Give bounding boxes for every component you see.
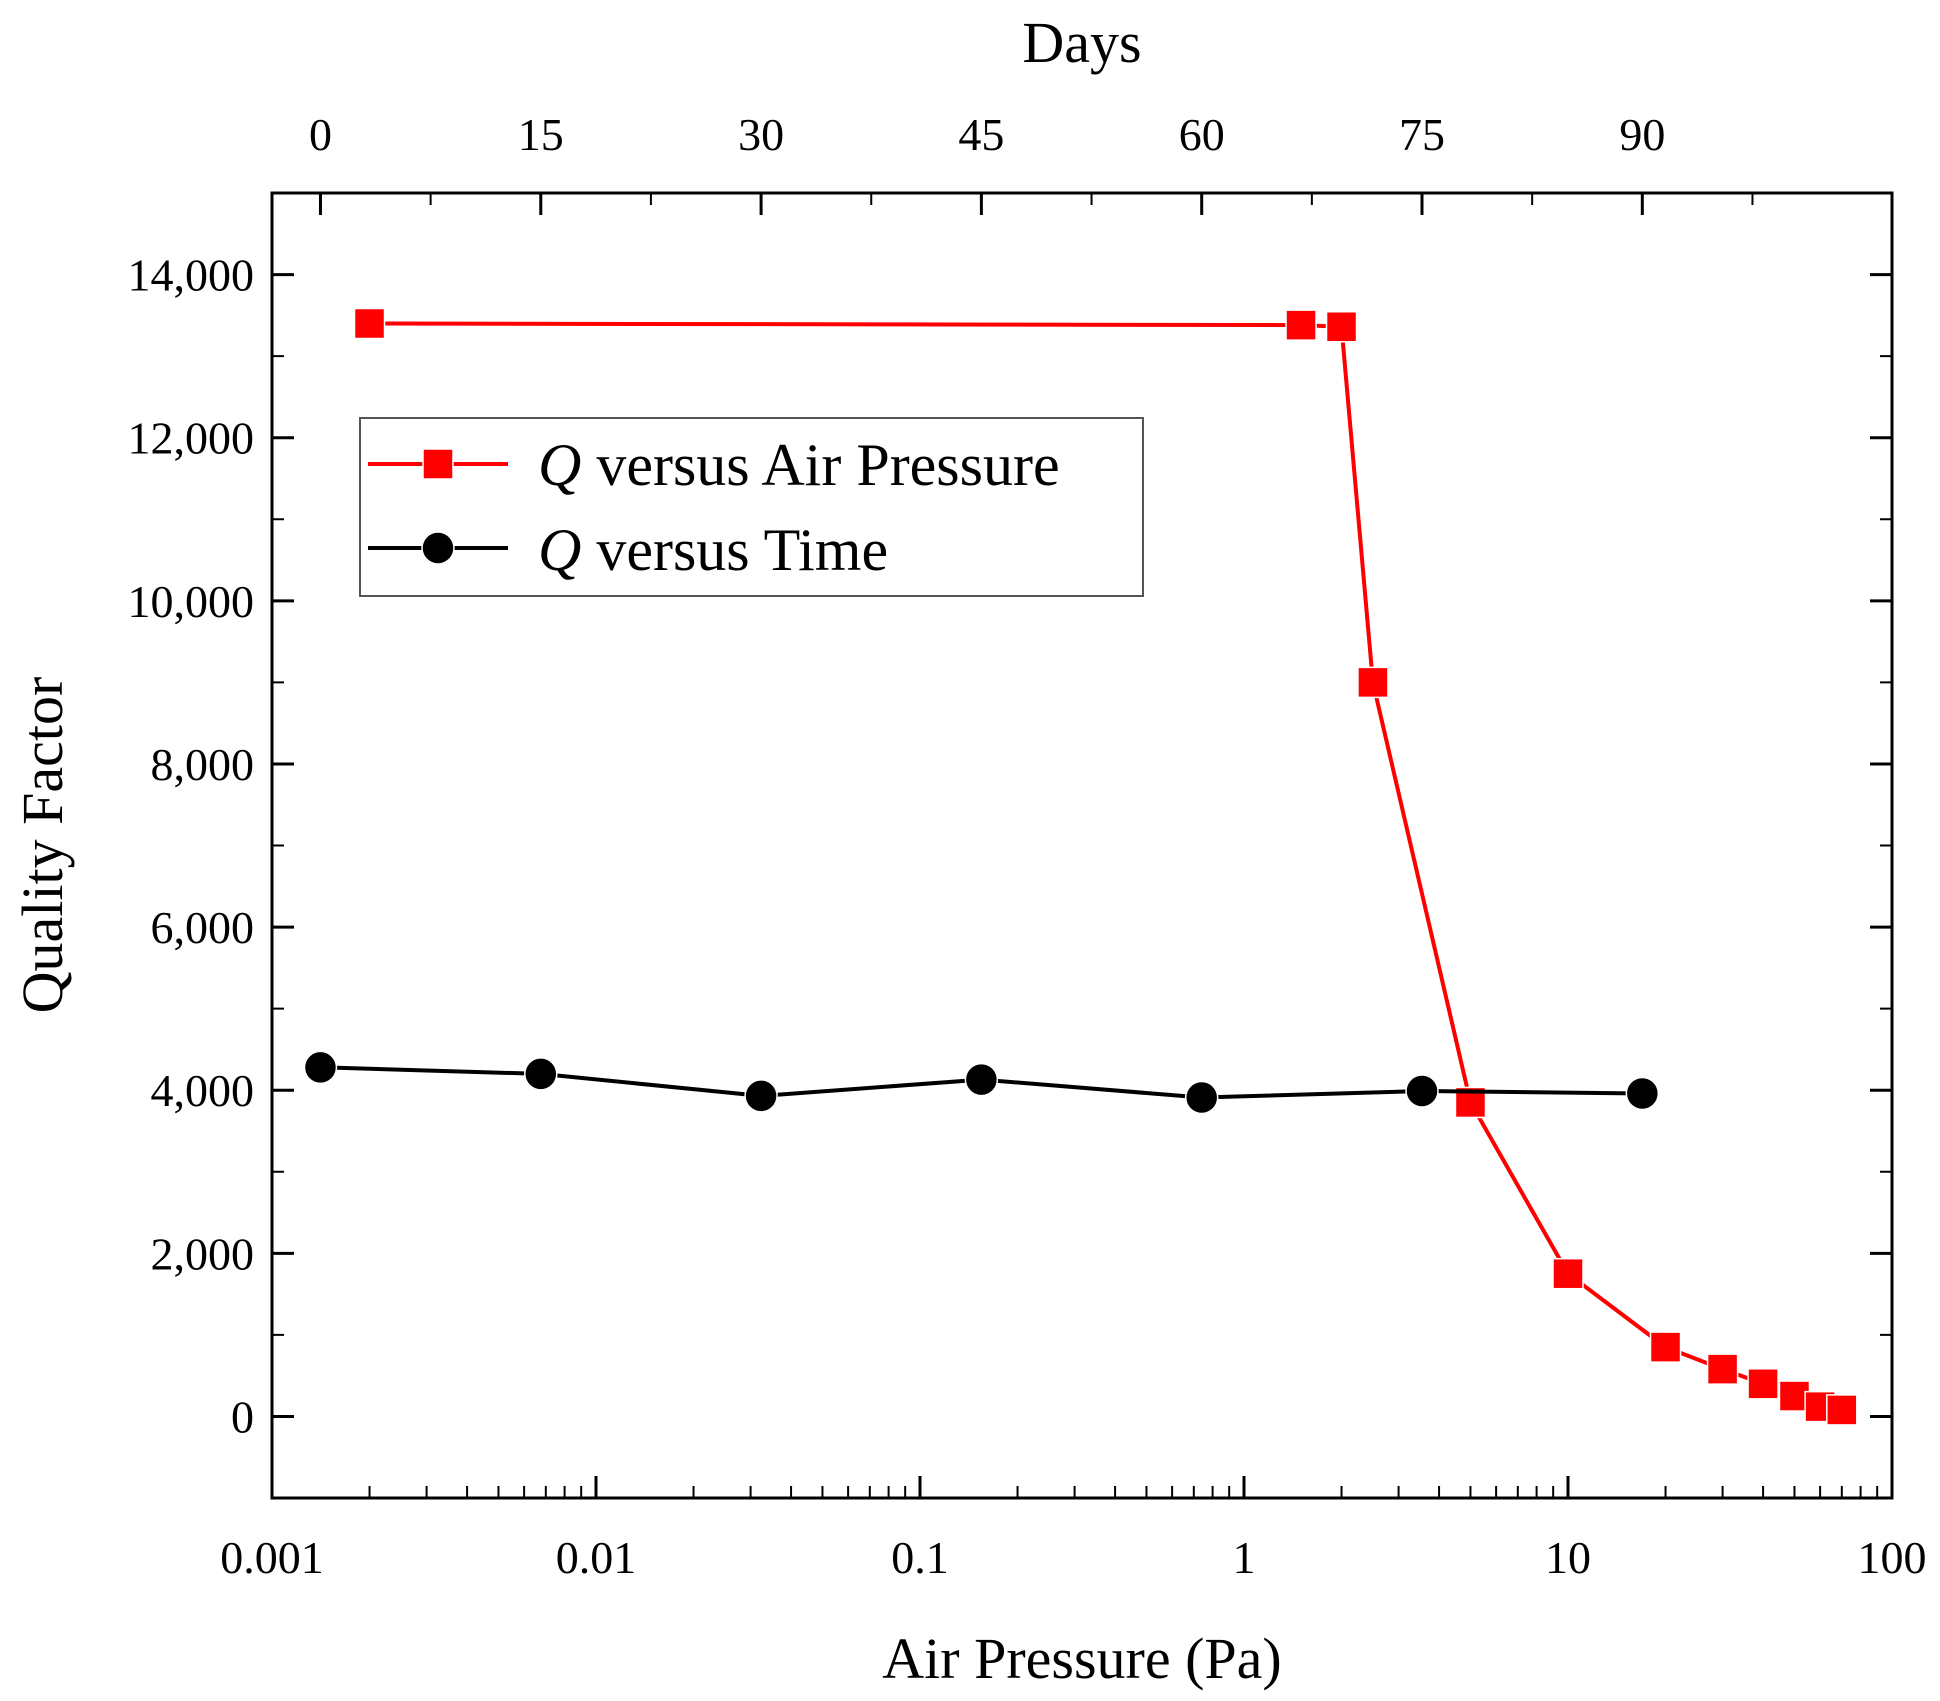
x-tick-label: 0.1: [891, 1532, 949, 1583]
x-tick-label: 1: [1233, 1532, 1256, 1583]
x2-tick-label: 60: [1179, 109, 1225, 160]
legend-marker-air-pressure: [422, 448, 454, 480]
legend-q-symbol: Q: [538, 432, 581, 498]
y-tick-label: 10,000: [128, 576, 255, 627]
x-tick-label: 0.01: [556, 1532, 637, 1583]
data-point-square: [1747, 1368, 1779, 1400]
data-point-square: [1649, 1331, 1682, 1363]
y-tick-label: 4,000: [151, 1065, 255, 1116]
legend-label-air-pressure: Q versus Air Pressure: [538, 432, 1060, 498]
x2-tick-label: 45: [958, 109, 1004, 160]
y-tick-label: 0: [231, 1391, 254, 1442]
legend-box: [359, 417, 1144, 597]
bottom-axis: 0.001 0.01 0.1 1 10 100: [220, 1476, 1927, 1583]
top-axis: 0 15 30 45 60 75 90: [309, 109, 1754, 215]
data-point-square: [1325, 311, 1358, 343]
data-point-circle: [964, 1062, 999, 1097]
y-tick-label: 12,000: [128, 413, 255, 464]
x2-tick-label: 30: [738, 109, 784, 160]
plot-frame: [270, 191, 1894, 1500]
x2-tick-label: 90: [1619, 109, 1665, 160]
y-tick-label: 8,000: [151, 739, 255, 790]
x-axis-title: Air Pressure (Pa): [882, 1626, 1281, 1691]
x-tick-label: 10: [1545, 1532, 1591, 1583]
x-tick-label: 100: [1858, 1532, 1927, 1583]
y-tick-label: 14,000: [128, 250, 255, 301]
data-point-circle: [1184, 1080, 1219, 1115]
legend-q-symbol: Q: [538, 517, 581, 583]
data-point-square: [1826, 1394, 1858, 1426]
series-layer: [303, 307, 1858, 1426]
legend: Q versus Air Pressure Q versus Time: [359, 417, 1144, 597]
data-point-square: [1552, 1257, 1584, 1290]
y-tick-label: 2,000: [151, 1228, 255, 1279]
legend-marker-time: [421, 531, 455, 565]
legend-label-time: Q versus Time: [538, 517, 888, 583]
data-point-circle: [303, 1050, 338, 1085]
y-tick-label: 6,000: [151, 902, 255, 953]
data-point-circle: [744, 1079, 778, 1113]
x-tick-label: 0.001: [220, 1532, 324, 1583]
x2-tick-label: 75: [1399, 109, 1445, 160]
data-point-circle: [1625, 1076, 1660, 1111]
legend-series-name: versus Air Pressure: [596, 432, 1059, 498]
data-point-square: [353, 307, 386, 340]
data-point-square: [1706, 1353, 1739, 1385]
y-axis-title: Quality Factor: [10, 677, 75, 1014]
data-point-square: [1285, 309, 1317, 341]
x2-tick-label: 0: [309, 109, 332, 160]
x2-axis-title: Days: [1022, 10, 1141, 75]
x2-tick-label: 15: [518, 109, 564, 160]
data-point-circle: [1405, 1074, 1439, 1108]
data-point-circle: [524, 1057, 558, 1091]
y-axis: 0 2,000 4,000 6,000 8,000 10,000 12,000 14,000: [128, 192, 1892, 1499]
data-point-square: [1357, 666, 1389, 699]
legend-series-name: versus Time: [596, 517, 888, 583]
